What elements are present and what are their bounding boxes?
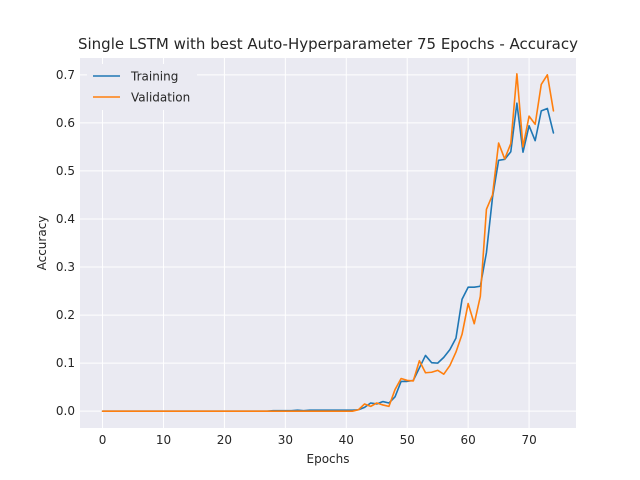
legend: Training Validation (87, 64, 197, 110)
y-axis-label: Accuracy (35, 216, 49, 271)
y-tick-label: 0.0 (56, 404, 75, 418)
x-tick-label: 40 (339, 433, 354, 447)
y-tick-label: 0.5 (56, 164, 75, 178)
y-tick-label: 0.6 (56, 116, 75, 130)
x-tick-label: 30 (278, 433, 293, 447)
y-tick-label: 0.7 (56, 68, 75, 82)
x-tick-label: 60 (461, 433, 476, 447)
series-line-validation (101, 73, 555, 412)
legend-box (87, 64, 197, 110)
legend-training-label: Training (130, 70, 178, 84)
y-tick-label: 0.2 (56, 308, 75, 322)
x-tick-label: 10 (156, 433, 171, 447)
chart-title: Single LSTM with best Auto-Hyperparamete… (78, 35, 578, 53)
ticks: 0 10 20 30 40 50 60 70 0.0 0.1 0.2 0.3 0.4 0.5 0.6 0.7 (56, 68, 537, 447)
y-tick-label: 0.3 (56, 260, 75, 274)
x-axis-label: Epochs (307, 452, 350, 466)
y-tick-label: 0.1 (56, 356, 75, 370)
plot-area (80, 58, 576, 428)
x-tick-label: 0 (99, 433, 107, 447)
legend-validation-label: Validation (131, 91, 190, 105)
series-group (101, 73, 555, 412)
x-tick-label: 20 (217, 433, 232, 447)
x-tick-label: 50 (400, 433, 415, 447)
x-tick-label: 70 (521, 433, 536, 447)
y-tick-label: 0.4 (56, 212, 75, 226)
